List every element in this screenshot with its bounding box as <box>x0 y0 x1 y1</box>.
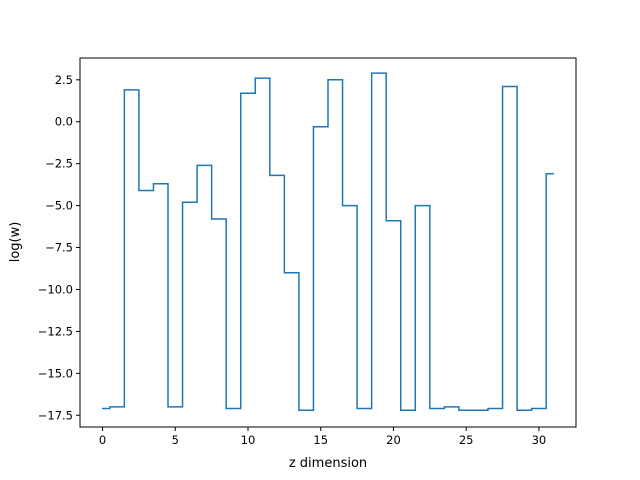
x-tick-label: 0 <box>99 433 106 447</box>
data-point <box>378 72 380 74</box>
y-axis-label: log(w) <box>8 222 23 263</box>
x-tick-label: 25 <box>459 433 474 447</box>
x-tick-label: 20 <box>386 433 401 447</box>
data-point <box>538 407 540 410</box>
data-point <box>494 407 496 410</box>
data-point <box>247 92 249 94</box>
data-point <box>392 220 395 222</box>
y-tick-label: −2.5 <box>45 157 73 171</box>
data-point <box>334 79 336 81</box>
data-point <box>349 205 351 207</box>
data-point <box>189 201 191 203</box>
data-point <box>407 409 409 411</box>
series-line <box>102 72 554 411</box>
y-tick-label: −5.0 <box>45 199 73 213</box>
x-axis-label: z dimension <box>289 456 367 471</box>
y-tick-label: −15.0 <box>38 366 73 380</box>
y-tick-label: 2.5 <box>55 73 73 87</box>
x-tick-label: 5 <box>172 433 179 447</box>
y-tick-label: 0.0 <box>55 115 73 129</box>
y-tick-label: −12.5 <box>38 324 73 338</box>
data-point <box>552 173 555 175</box>
x-tick-label: 30 <box>532 433 547 447</box>
data-point <box>320 126 322 128</box>
data-point <box>421 205 424 207</box>
data-point <box>232 407 235 410</box>
data-point <box>480 409 482 411</box>
data-point <box>116 406 118 408</box>
data-point <box>174 406 176 408</box>
plot-frame <box>79 57 577 428</box>
data-point <box>261 77 264 79</box>
data-point <box>101 407 104 410</box>
data-point <box>203 164 205 166</box>
data-point <box>305 409 307 411</box>
data-point <box>509 85 511 88</box>
data-point <box>451 406 453 408</box>
data-point <box>436 407 438 410</box>
data-point <box>145 189 147 192</box>
data-point <box>291 272 293 274</box>
x-axis-ticks: 0 5 10 15 20 25 30 <box>99 427 546 447</box>
data-point <box>363 407 365 410</box>
data-point <box>218 218 220 220</box>
series-layer <box>101 72 555 411</box>
y-tick-label: −10.0 <box>38 282 73 296</box>
data-point <box>160 183 162 185</box>
data-point <box>131 89 133 91</box>
y-axis-ticks: 2.5 0.0 −2.5 −5.0 −7.5 −10.0 −12.5 −15.0 −17.5 <box>38 73 80 422</box>
y-tick-label: −7.5 <box>45 241 73 255</box>
y-tick-label: −17.5 <box>38 408 73 422</box>
axes-layer <box>79 57 577 428</box>
data-point <box>465 409 467 411</box>
data-point <box>276 174 278 177</box>
x-tick-label: 15 <box>313 433 328 447</box>
x-tick-label: 10 <box>241 433 256 447</box>
data-point <box>523 409 525 411</box>
